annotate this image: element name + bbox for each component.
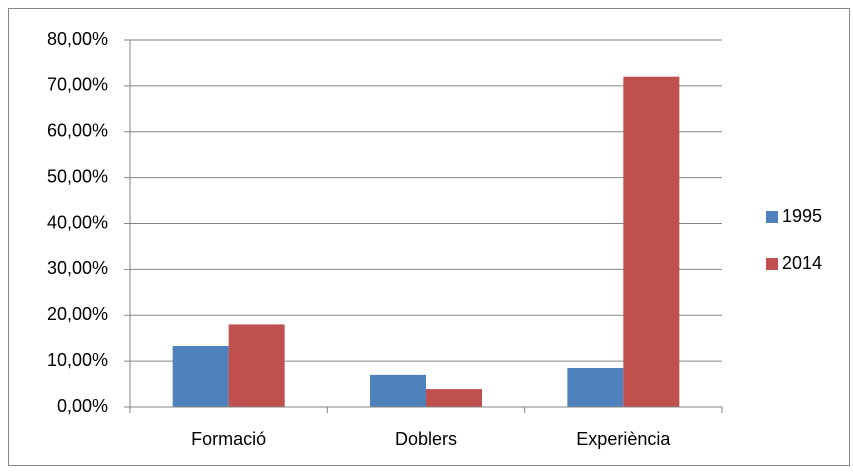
y-tick-label: 40,00% <box>47 212 108 232</box>
x-tick-label: Doblers <box>395 429 457 449</box>
bar <box>426 389 482 407</box>
x-tick-label: Formació <box>191 429 266 449</box>
y-tick-label: 80,00% <box>47 29 108 49</box>
y-tick-label: 60,00% <box>47 121 108 141</box>
legend-label: 1995 <box>782 206 822 226</box>
bar <box>228 324 285 407</box>
legend-swatch <box>766 211 778 223</box>
bar <box>172 345 229 407</box>
bar <box>567 368 624 407</box>
y-tick-label: 70,00% <box>47 75 108 95</box>
legend-label: 2014 <box>782 253 822 273</box>
bar <box>370 374 426 407</box>
y-tick-label: 10,00% <box>47 350 108 370</box>
y-tick-label: 50,00% <box>47 166 108 186</box>
legend-swatch <box>766 258 778 270</box>
x-tick-label: Experiència <box>576 429 671 449</box>
y-tick-label: 0,00% <box>57 396 108 416</box>
y-tick-label: 30,00% <box>47 258 108 278</box>
y-tick-label: 20,00% <box>47 304 108 324</box>
bar <box>623 76 680 407</box>
